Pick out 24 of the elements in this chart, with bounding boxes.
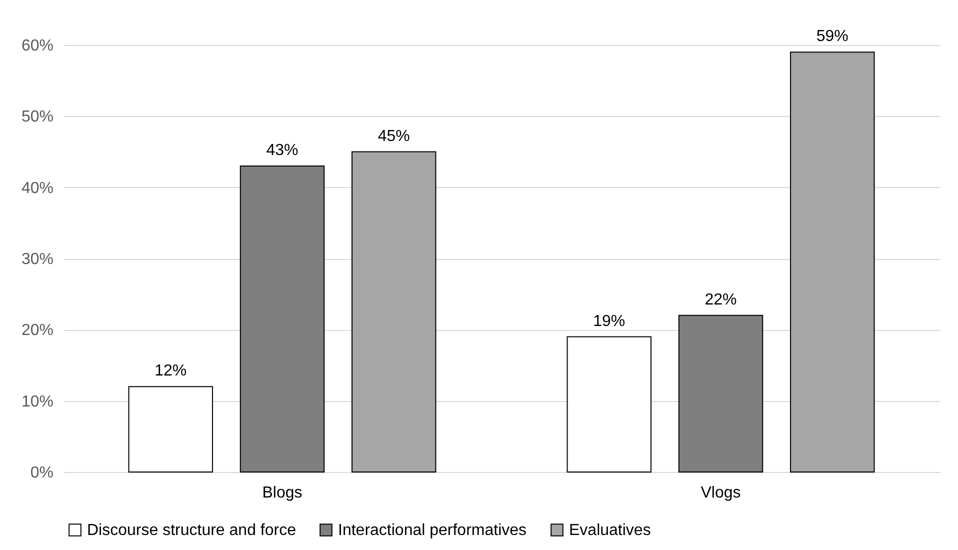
data-label: 19%: [593, 312, 626, 330]
data-label: 12%: [154, 362, 187, 380]
bar: [128, 386, 213, 472]
bar: [566, 336, 652, 472]
y-tick-label: 30%: [21, 251, 54, 268]
y-tick-label: 40%: [21, 180, 54, 197]
y-tick-label: 10%: [21, 393, 54, 410]
bar: [790, 52, 875, 472]
bar: [352, 151, 436, 472]
x-tick-label: Blogs: [262, 484, 302, 502]
y-tick-label: 20%: [21, 322, 54, 340]
legend-label: Discourse structure and force: [87, 522, 296, 539]
legend-label: Evaluatives: [569, 522, 651, 539]
data-label: 59%: [816, 28, 848, 46]
data-label: 43%: [266, 142, 298, 159]
data-label: 22%: [704, 291, 737, 308]
legend-label: Interactional performatives: [338, 522, 527, 539]
y-tick-label: 50%: [21, 108, 54, 126]
x-tick-label: Vlogs: [700, 484, 741, 502]
bar: [240, 165, 325, 472]
bar: [678, 314, 764, 472]
data-label: 45%: [378, 128, 410, 145]
y-tick-label: 0%: [30, 464, 54, 482]
y-tick-label: 60%: [21, 38, 54, 54]
